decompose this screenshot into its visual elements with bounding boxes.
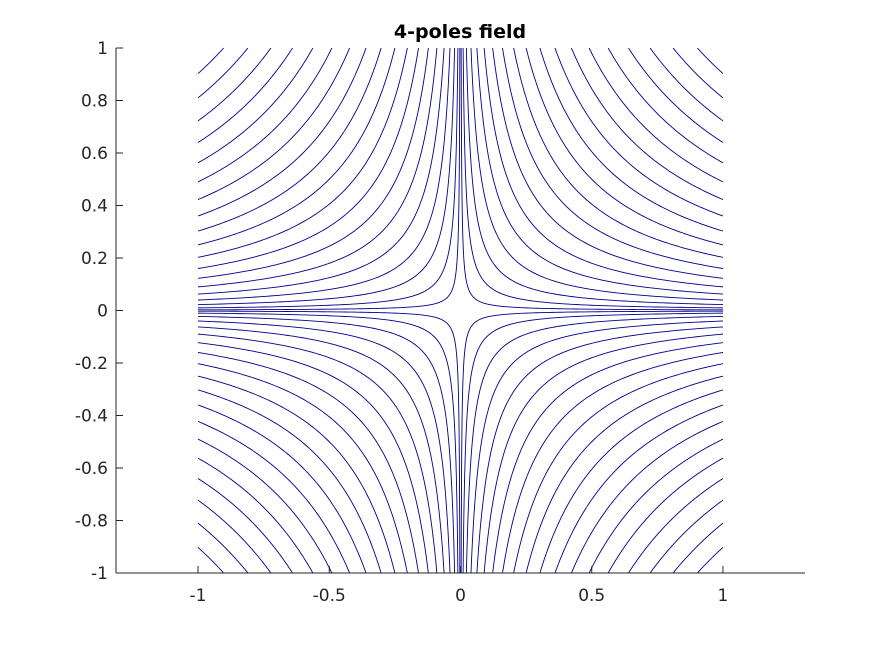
field-line-q1-6 <box>492 47 724 279</box>
field-line-q2-15 <box>197 47 293 143</box>
field-line-q4-16 <box>649 499 724 574</box>
field-line-q3-11 <box>197 404 367 574</box>
chart-title: 4-poles field <box>394 21 526 43</box>
field-line-q4-11 <box>554 404 724 574</box>
y-tick-label: 1 <box>97 39 108 59</box>
field-line-q3-0 <box>198 310 461 574</box>
field-line-q1-3 <box>470 47 723 301</box>
field-line-q4-14 <box>607 457 724 574</box>
field-line-q4-13 <box>588 438 724 574</box>
x-tick-label: -0.5 <box>313 586 346 606</box>
field-line-q3-10 <box>197 389 382 574</box>
axes <box>115 48 805 574</box>
field-line-q2-14 <box>197 47 314 164</box>
field-line-q2-2 <box>198 47 456 306</box>
field-line-q3-5 <box>197 333 438 574</box>
field-line-q2-3 <box>198 47 451 301</box>
y-tick-label: 0.2 <box>81 249 108 269</box>
y-tick-label: 0.8 <box>81 92 108 112</box>
field-line-q2-5 <box>197 47 438 288</box>
y-tick-label: 0.4 <box>81 197 108 217</box>
field-line-q1-14 <box>607 47 724 164</box>
x-tick-label: 0 <box>455 586 466 606</box>
field-line-q2-6 <box>197 47 429 279</box>
field-line-q4-0 <box>460 310 723 574</box>
field-line-q2-0 <box>198 47 461 311</box>
field-line-q2-17 <box>197 47 249 99</box>
field-line-q3-2 <box>198 315 456 574</box>
field-line-q4-4 <box>476 326 724 574</box>
y-ticks: -1 -0.8 -0.6 -0.4 -0.2 0 0.2 0.4 0.6 0.8 1 <box>75 39 123 584</box>
y-tick-label: 0 <box>97 302 108 322</box>
field-line-q1-2 <box>465 47 723 306</box>
field-line-q4-12 <box>570 420 724 574</box>
field-line-q4-10 <box>539 389 724 574</box>
field-line-q2-13 <box>197 47 333 183</box>
field-line-q1-11 <box>554 47 724 217</box>
field-line-q4-6 <box>492 342 724 574</box>
field-line-q4-7 <box>502 352 724 574</box>
x-ticks: -1 -0.5 0 0.5 1 <box>190 566 729 606</box>
field-line-q2-7 <box>197 47 419 269</box>
field-line-q3-8 <box>197 363 408 574</box>
field-line-q3-7 <box>197 352 419 574</box>
field-line-q4-18 <box>697 547 724 574</box>
field-line-q3-18 <box>197 547 224 574</box>
field-line-q4-17 <box>672 522 724 574</box>
field-line-q1-10 <box>539 47 724 232</box>
field-line-q1-4 <box>476 47 724 295</box>
field-line-q4-9 <box>525 375 724 574</box>
field-line-q2-8 <box>197 47 408 258</box>
field-line-q3-17 <box>197 522 249 574</box>
field-line-q4-1 <box>462 312 723 574</box>
y-tick-label: -0.4 <box>75 407 108 427</box>
field-line-q2-10 <box>197 47 382 232</box>
field-line-q3-3 <box>198 320 451 574</box>
field-line-q1-7 <box>502 47 724 269</box>
field-line-q4-3 <box>470 320 723 574</box>
y-tick-label: -0.2 <box>75 354 108 374</box>
field-line-q2-9 <box>197 47 396 246</box>
y-tick-label: -0.8 <box>75 512 108 532</box>
field-line-q3-1 <box>198 312 459 574</box>
field-line-q1-16 <box>649 47 724 122</box>
field-line-q1-13 <box>588 47 724 183</box>
field-line-q3-6 <box>197 342 429 574</box>
x-tick-label: -1 <box>190 586 207 606</box>
field-line-q2-16 <box>197 47 272 122</box>
field-line-q1-8 <box>513 47 724 258</box>
field-line-q2-18 <box>197 47 224 74</box>
field-line-q1-15 <box>628 47 724 143</box>
x-tick-label: 0.5 <box>578 586 605 606</box>
field-line-q1-0 <box>460 47 723 311</box>
field-line-q4-15 <box>628 478 724 574</box>
y-tick-label: -1 <box>91 564 108 584</box>
field-line-q1-17 <box>672 47 724 99</box>
field-lines <box>197 47 724 574</box>
field-line-q2-11 <box>197 47 367 217</box>
field-line-q3-4 <box>197 326 445 574</box>
field-line-q3-16 <box>197 499 272 574</box>
y-tick-label: -0.6 <box>75 459 108 479</box>
field-line-q1-5 <box>483 47 724 288</box>
field-line-q2-12 <box>197 47 351 201</box>
field-line-q4-5 <box>483 333 724 574</box>
field-line-q1-1 <box>462 47 723 309</box>
field-line-q3-15 <box>197 478 293 574</box>
field-line-q1-9 <box>525 47 724 246</box>
x-tick-label: 1 <box>718 586 729 606</box>
field-line-q3-12 <box>197 420 351 574</box>
field-line-q3-14 <box>197 457 314 574</box>
field-line-q3-9 <box>197 375 396 574</box>
field-line-q4-8 <box>513 363 724 574</box>
field-line-q1-12 <box>570 47 724 201</box>
field-line-q3-13 <box>197 438 333 574</box>
field-line-q2-4 <box>197 47 445 295</box>
field-line-q2-1 <box>198 47 459 309</box>
y-tick-label: 0.6 <box>81 144 108 164</box>
field-line-q1-18 <box>697 47 724 74</box>
field-line-q4-2 <box>465 315 723 574</box>
